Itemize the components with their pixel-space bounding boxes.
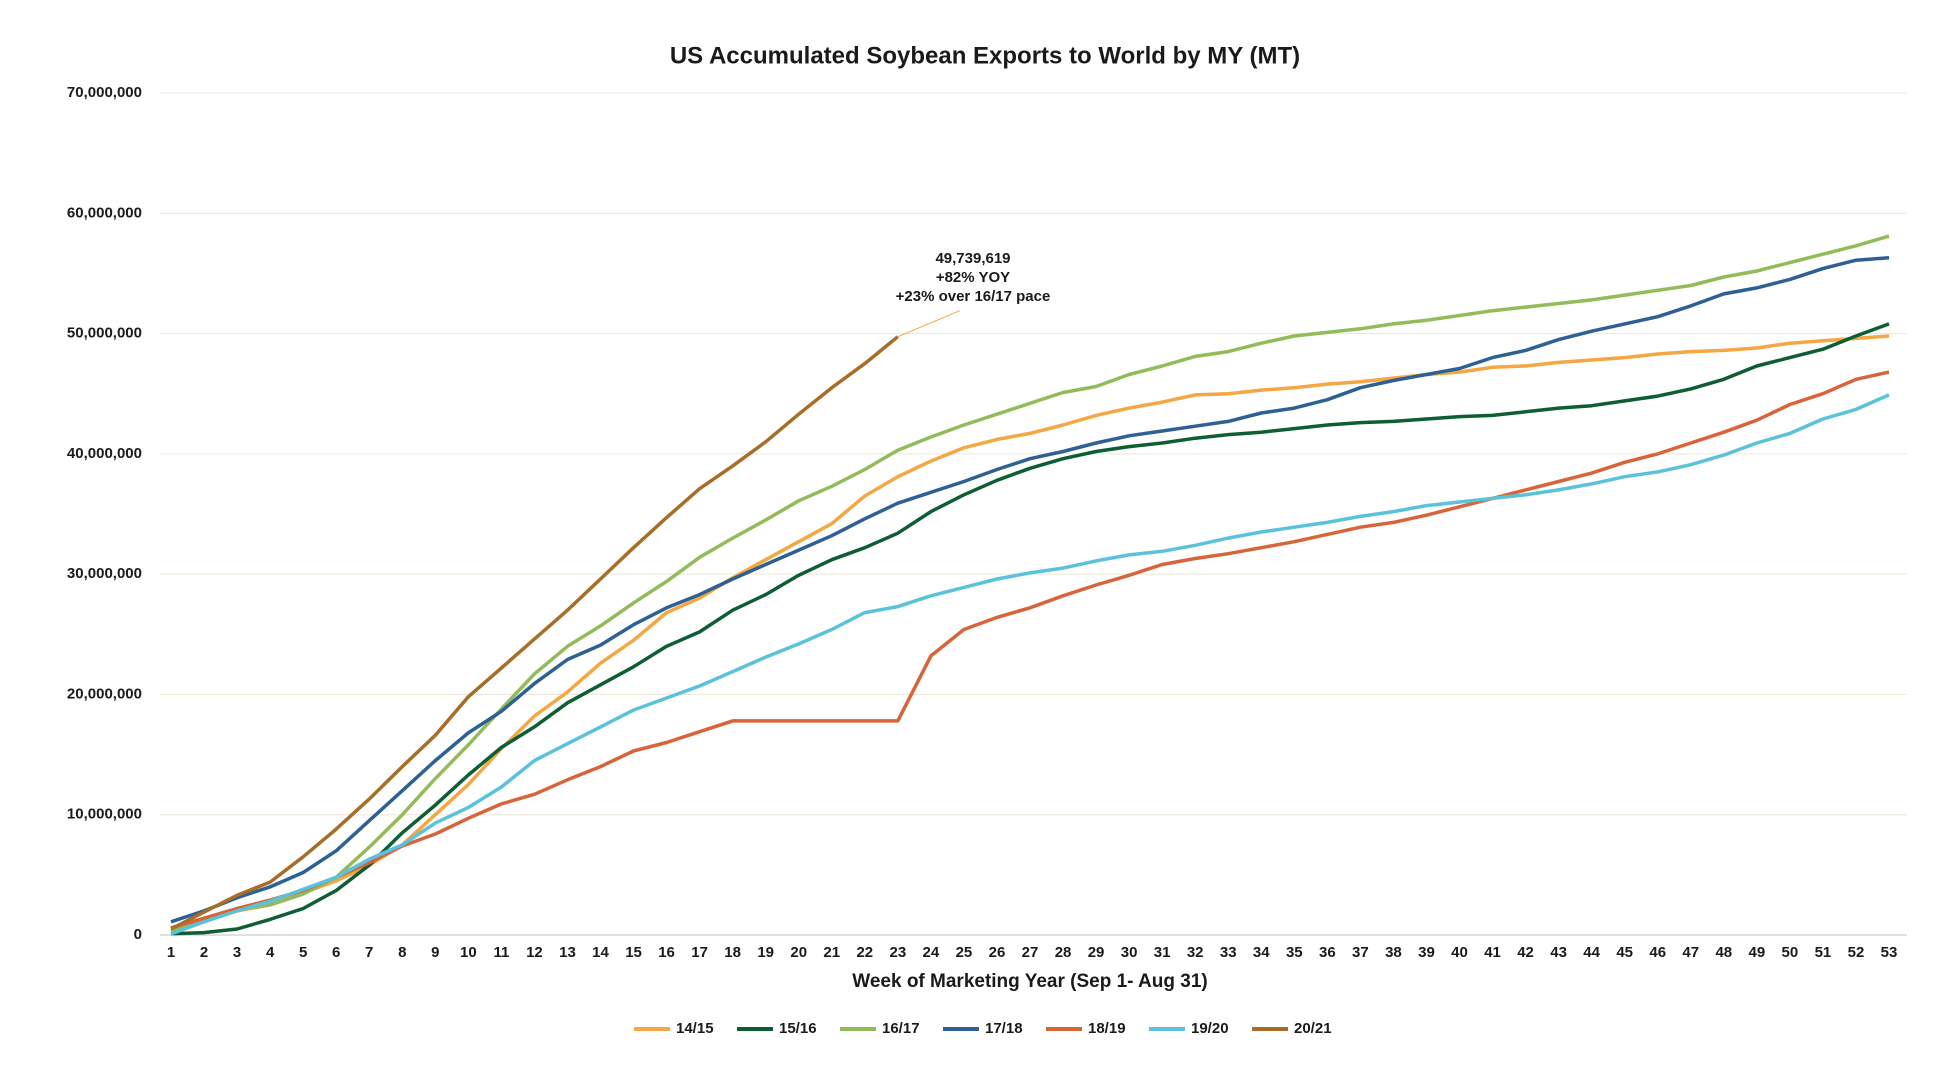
x-tick-label: 1 — [167, 944, 175, 961]
x-tick-label: 6 — [332, 944, 340, 961]
y-tick-label: 0 — [134, 926, 142, 943]
y-tick-label: 40,000,000 — [67, 445, 142, 462]
x-tick-label: 42 — [1517, 944, 1534, 961]
x-tick-label: 39 — [1418, 944, 1435, 961]
series-line — [170, 370, 1890, 930]
x-tick-label: 7 — [365, 944, 373, 961]
x-tick-label: 18 — [724, 944, 741, 961]
x-tick-label: 46 — [1649, 944, 1666, 961]
legend-label: 15/16 — [779, 1020, 817, 1037]
x-tick-label: 24 — [923, 944, 940, 961]
x-tick-label: 20 — [790, 944, 807, 961]
x-axis-title: Week of Marketing Year (Sep 1- Aug 31) — [852, 971, 1207, 992]
legend-label: 20/21 — [1294, 1020, 1332, 1037]
x-tick-label: 28 — [1055, 944, 1072, 961]
x-tick-label: 36 — [1319, 944, 1336, 961]
x-tick-label: 17 — [691, 944, 708, 961]
legend-label: 14/15 — [676, 1020, 714, 1037]
x-tick-label: 34 — [1253, 944, 1270, 961]
x-tick-label: 2 — [200, 944, 208, 961]
legend-label: 16/17 — [882, 1020, 920, 1037]
x-tick-label: 44 — [1583, 944, 1600, 961]
y-tick-label: 20,000,000 — [67, 685, 142, 702]
x-tick-label: 29 — [1088, 944, 1105, 961]
x-tick-label: 22 — [856, 944, 873, 961]
x-tick-label: 53 — [1881, 944, 1898, 961]
x-tick-label: 11 — [493, 944, 509, 961]
x-tick-label: 45 — [1616, 944, 1633, 961]
y-tick-label: 50,000,000 — [67, 325, 142, 342]
annotation-text: 49,739,619 — [935, 250, 1010, 267]
x-tick-label: 41 — [1484, 944, 1501, 961]
x-tick-label: 3 — [233, 944, 241, 961]
x-tick-label: 25 — [956, 944, 973, 961]
series-line — [170, 256, 1890, 924]
x-tick-label: 5 — [299, 944, 307, 961]
x-tick-label: 13 — [559, 944, 576, 961]
x-tick-label: 43 — [1550, 944, 1567, 961]
x-tick-label: 52 — [1848, 944, 1865, 961]
y-tick-label: 10,000,000 — [67, 806, 142, 823]
x-tick-label: 38 — [1385, 944, 1402, 961]
annotation-text: +23% over 16/17 pace — [896, 288, 1051, 305]
legend-label: 17/18 — [985, 1020, 1023, 1037]
series-line — [170, 335, 899, 931]
annotation-leader — [897, 310, 961, 338]
x-tick-label: 37 — [1352, 944, 1369, 961]
y-tick-label: 70,000,000 — [67, 84, 142, 101]
series-line — [170, 322, 1890, 936]
x-tick-label: 14 — [592, 944, 609, 961]
x-tick-label: 8 — [398, 944, 406, 961]
x-tick-label: 10 — [460, 944, 477, 961]
x-tick-label: 40 — [1451, 944, 1468, 961]
chart-title: US Accumulated Soybean Exports to World … — [670, 42, 1300, 69]
legend-label: 19/20 — [1191, 1020, 1229, 1037]
x-tick-label: 48 — [1715, 944, 1732, 961]
x-tick-label: 4 — [266, 944, 275, 961]
legend-label: 18/19 — [1088, 1020, 1126, 1037]
x-tick-label: 51 — [1815, 944, 1832, 961]
x-tick-label: 50 — [1782, 944, 1799, 961]
x-tick-label: 21 — [823, 944, 840, 961]
x-tick-label: 27 — [1022, 944, 1039, 961]
x-tick-label: 35 — [1286, 944, 1303, 961]
x-tick-label: 9 — [431, 944, 439, 961]
x-tick-label: 33 — [1220, 944, 1237, 961]
series-line — [170, 334, 1890, 934]
series-line — [170, 393, 1890, 936]
x-tick-label: 12 — [526, 944, 543, 961]
annotation-text: +82% YOY — [936, 269, 1010, 286]
x-tick-label: 26 — [989, 944, 1006, 961]
x-tick-label: 23 — [890, 944, 907, 961]
y-tick-label: 30,000,000 — [67, 565, 142, 582]
x-tick-label: 16 — [658, 944, 675, 961]
x-tick-label: 19 — [757, 944, 774, 961]
x-tick-label: 30 — [1121, 944, 1138, 961]
y-tick-label: 60,000,000 — [67, 204, 142, 221]
series-line — [170, 234, 1890, 934]
x-tick-label: 49 — [1749, 944, 1766, 961]
x-tick-label: 31 — [1154, 944, 1171, 961]
x-tick-label: 47 — [1682, 944, 1699, 961]
x-tick-label: 32 — [1187, 944, 1204, 961]
x-tick-label: 15 — [625, 944, 642, 961]
